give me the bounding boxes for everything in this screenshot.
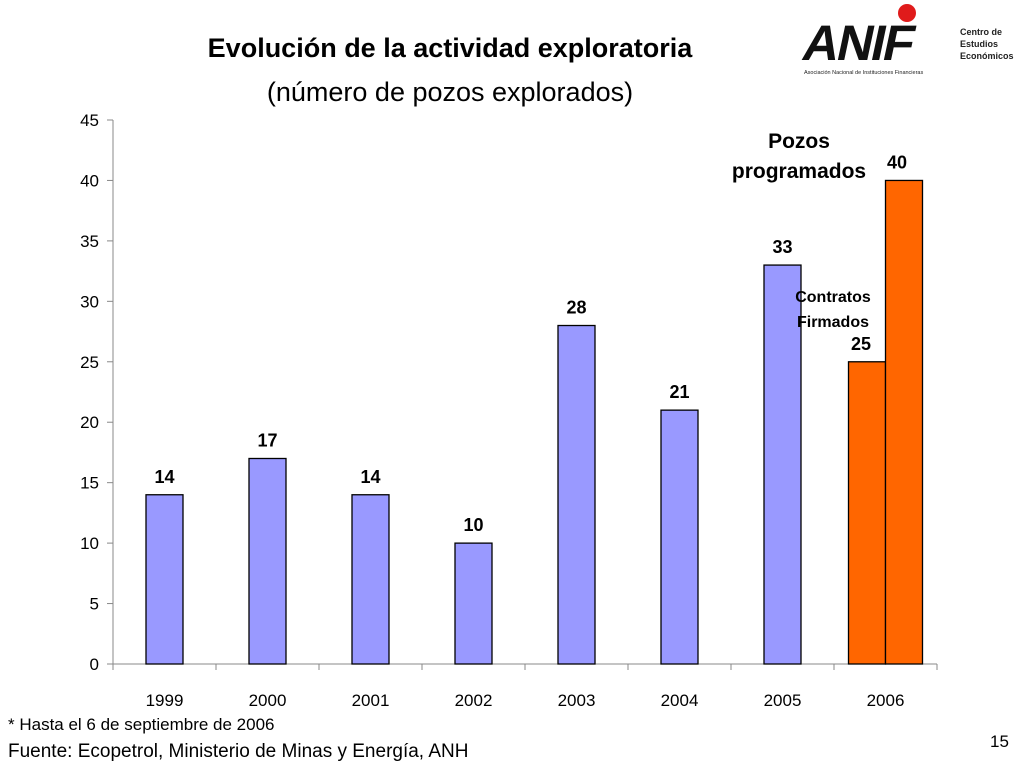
bar-2005-series-0 [763,264,802,665]
logo-tagline: Asociación Nacional de Instituciones Fin… [804,70,924,76]
data-label: 33 [772,237,792,257]
source-note: Fuente: Ecopetrol, Ministerio de Minas y… [8,741,469,762]
data-label: 40 [887,152,907,172]
y-tick-label: 25 [80,353,99,372]
annotation-pozos-programados: Pozos [768,130,830,153]
annotation-contratos-firmados: Contratos [795,289,871,306]
bar-2002-series-0 [454,542,493,665]
chart-subtitle: (número de pozos explorados) [266,77,634,107]
data-label: 14 [154,467,174,487]
logo-wordmark: ANIF [798,15,919,71]
x-tick-label: 2005 [764,691,802,710]
bar-2004-series-0 [660,409,699,665]
data-label: 17 [257,430,277,450]
x-tick-label: 1999 [146,691,184,710]
x-tick-label: 2004 [661,691,699,710]
data-label: 14 [360,467,380,487]
bar-2001-series-0 [351,494,390,665]
logo-red-dot-icon [898,4,916,22]
y-tick-label: 20 [80,413,99,432]
y-tick-label: 0 [90,655,99,674]
y-tick-label: 40 [80,171,99,190]
chart-title: Evolución de la actividad exploratoria [207,33,693,63]
y-tick-label: 10 [80,534,99,553]
bar-2000-series-0 [248,457,287,665]
x-tick-label: 2003 [558,691,596,710]
x-tick-label: 2000 [249,691,287,710]
y-tick-label: 30 [80,292,99,311]
page-number: 15 [990,732,1009,751]
y-tick-label: 35 [80,232,99,251]
logo-side-line: Estudios [960,39,999,49]
anif-logo: ANIF Centro de Estudios Económicos Asoci… [798,4,1024,82]
bar-2003-series-0 [557,324,596,665]
y-tick-label: 15 [80,474,99,493]
x-tick-label: 2006 [867,691,905,710]
bar-2006-series-2 [884,179,924,665]
bar-1999-series-0 [145,494,184,665]
footnote: * Hasta el 6 de septiembre de 2006 [8,715,275,734]
x-tick-label: 2001 [352,691,390,710]
data-label: 21 [669,382,689,402]
logo-side-text: Centro de Estudios Económicos [960,26,1024,62]
logo-side-line: Centro de [960,27,1003,37]
x-tick-label: 2002 [455,691,493,710]
data-label: 28 [566,298,586,318]
annotation-pozos-programados: programados [732,160,866,183]
bar-2006-series-1 [847,361,887,665]
y-tick-label: 45 [80,111,99,130]
annotation-contratos-firmados: Firmados [797,314,869,331]
bar-chart: 0 5 10 15 20 25 30 35 40 45 1999 2000 2001 2002 2003 20… [80,111,938,710]
data-label: 10 [463,515,483,535]
data-label: 25 [851,334,871,354]
y-tick-label: 5 [90,595,99,614]
logo-side-line: Económicos [960,51,1014,61]
